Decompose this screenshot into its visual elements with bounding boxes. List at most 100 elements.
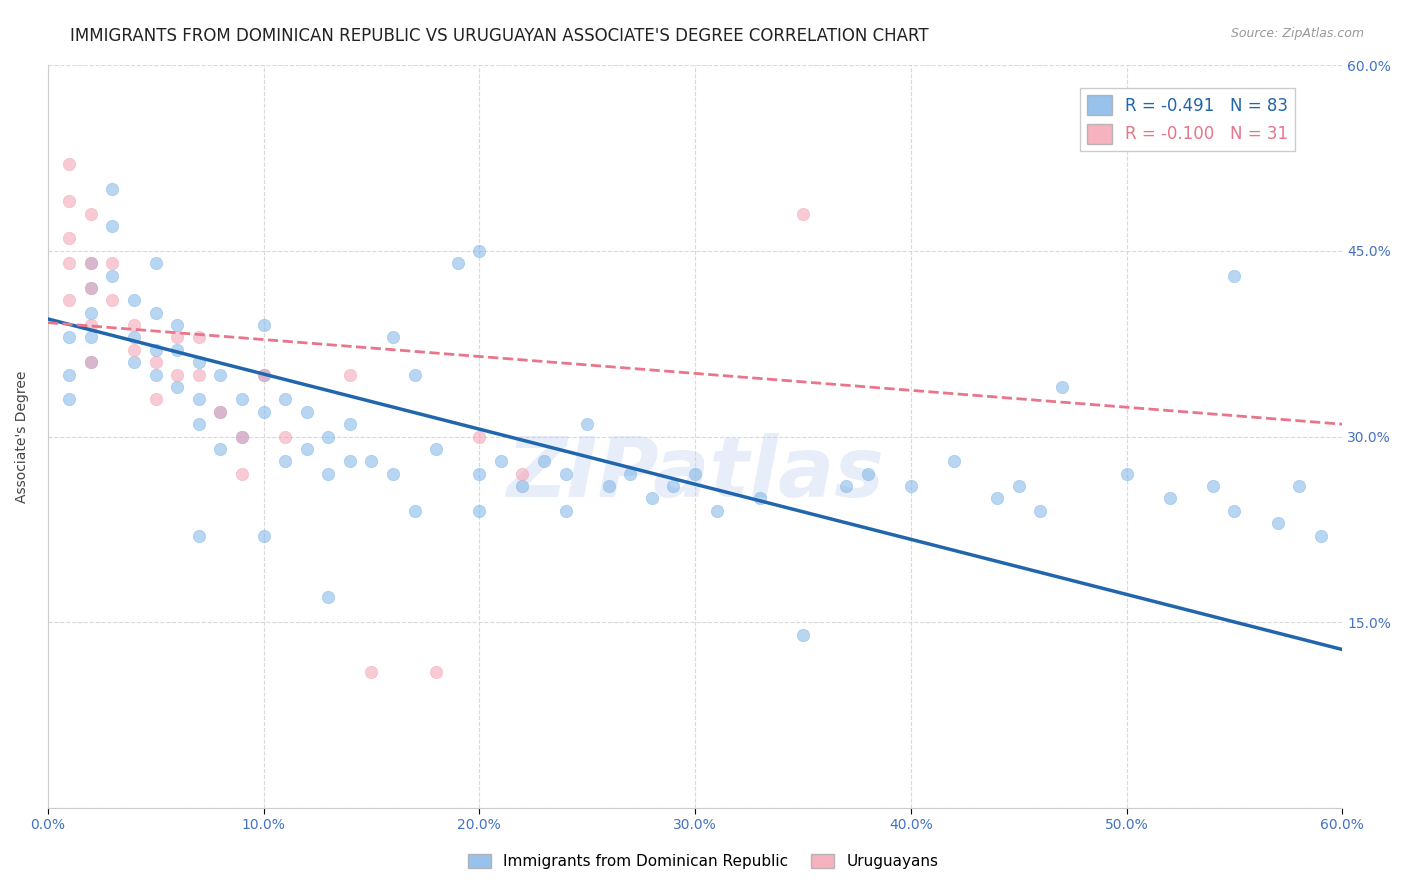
Point (381, 330, 404, 344)
Point (512, 479, 534, 493)
Point (662, 479, 685, 493)
Point (101, 256, 124, 270)
Point (619, 467, 641, 481)
Point (80, 256, 103, 270)
Point (187, 528, 209, 542)
Point (122, 355, 145, 369)
Point (187, 368, 209, 382)
Point (576, 417, 599, 432)
Point (1115, 467, 1137, 481)
Point (1202, 479, 1225, 493)
Point (58, 256, 80, 270)
Point (316, 429, 339, 443)
Point (252, 405, 274, 419)
Text: IMMIGRANTS FROM DOMINICAN REPUBLIC VS URUGUAYAN ASSOCIATE'S DEGREE CORRELATION C: IMMIGRANTS FROM DOMINICAN REPUBLIC VS UR… (70, 27, 929, 45)
Point (425, 442, 447, 456)
Point (80, 256, 103, 270)
Point (512, 467, 534, 481)
Point (1267, 516, 1289, 531)
Point (986, 491, 1008, 506)
Point (145, 343, 167, 357)
Point (101, 219, 124, 233)
Point (80, 355, 103, 369)
Point (101, 268, 124, 283)
Point (209, 368, 232, 382)
Point (101, 182, 124, 196)
Point (748, 491, 770, 506)
Point (792, 627, 814, 641)
Point (1288, 479, 1310, 493)
Text: Source: ZipAtlas.com: Source: ZipAtlas.com (1230, 27, 1364, 40)
Point (274, 429, 297, 443)
Point (339, 454, 361, 468)
Point (1159, 491, 1181, 506)
Point (252, 318, 274, 332)
Point (80, 306, 103, 320)
Point (58, 231, 80, 245)
Point (187, 330, 209, 344)
Point (209, 405, 232, 419)
Point (295, 405, 318, 419)
Point (252, 528, 274, 542)
Legend: Immigrants from Dominican Republic, Uruguayans: Immigrants from Dominican Republic, Urug… (461, 848, 945, 875)
Point (533, 454, 555, 468)
Point (404, 504, 426, 518)
Point (468, 467, 491, 481)
Point (101, 293, 124, 308)
Point (166, 368, 188, 382)
Point (58, 157, 80, 171)
Point (381, 467, 404, 481)
Point (792, 207, 814, 221)
Point (80, 281, 103, 295)
Point (166, 318, 188, 332)
Point (1223, 504, 1246, 518)
Legend: R = -0.491   N = 83, R = -0.100   N = 31: R = -0.491 N = 83, R = -0.100 N = 31 (1080, 88, 1295, 151)
Point (856, 467, 879, 481)
Point (145, 392, 167, 407)
Point (231, 429, 253, 443)
Point (316, 467, 339, 481)
Point (425, 665, 447, 679)
Point (80, 355, 103, 369)
Point (231, 392, 253, 407)
Point (80, 318, 103, 332)
Point (1223, 268, 1246, 283)
Point (122, 318, 145, 332)
Point (1309, 528, 1331, 542)
Point (942, 454, 965, 468)
Point (683, 467, 706, 481)
Point (145, 368, 167, 382)
Point (295, 442, 318, 456)
Point (252, 368, 274, 382)
Point (900, 479, 922, 493)
Point (58, 194, 80, 209)
Point (231, 467, 253, 481)
Point (468, 504, 491, 518)
Point (187, 392, 209, 407)
Point (706, 504, 728, 518)
Point (468, 429, 491, 443)
Point (1007, 479, 1029, 493)
Point (58, 368, 80, 382)
Point (316, 591, 339, 605)
Point (404, 368, 426, 382)
Point (58, 392, 80, 407)
Point (209, 405, 232, 419)
Point (1029, 504, 1052, 518)
Point (360, 665, 382, 679)
Point (231, 429, 253, 443)
Point (274, 454, 297, 468)
Point (145, 355, 167, 369)
Point (80, 207, 103, 221)
Point (166, 330, 188, 344)
Point (447, 256, 470, 270)
Point (598, 479, 620, 493)
Point (58, 293, 80, 308)
Point (122, 293, 145, 308)
Point (252, 368, 274, 382)
Point (468, 244, 491, 258)
Point (274, 392, 297, 407)
Point (339, 417, 361, 432)
Y-axis label: Associate's Degree: Associate's Degree (15, 370, 30, 503)
Point (339, 368, 361, 382)
